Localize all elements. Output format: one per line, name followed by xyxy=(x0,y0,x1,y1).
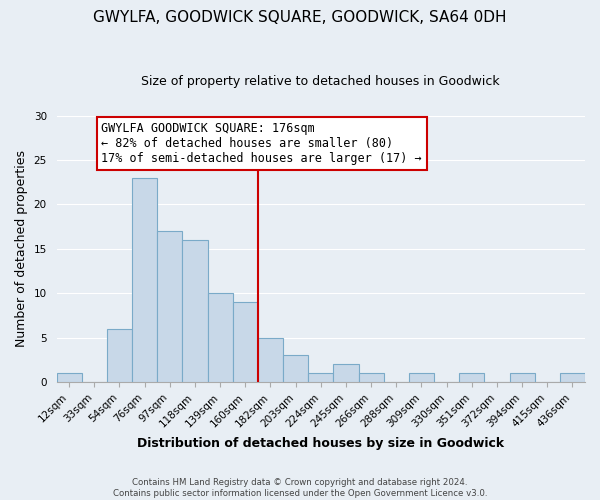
Text: GWYLFA GOODWICK SQUARE: 176sqm
← 82% of detached houses are smaller (80)
17% of : GWYLFA GOODWICK SQUARE: 176sqm ← 82% of … xyxy=(101,122,422,165)
Bar xyxy=(208,293,233,382)
Bar xyxy=(132,178,157,382)
Bar xyxy=(359,373,383,382)
Bar xyxy=(233,302,258,382)
X-axis label: Distribution of detached houses by size in Goodwick: Distribution of detached houses by size … xyxy=(137,437,505,450)
Bar xyxy=(56,373,82,382)
Bar xyxy=(308,373,334,382)
Text: GWYLFA, GOODWICK SQUARE, GOODWICK, SA64 0DH: GWYLFA, GOODWICK SQUARE, GOODWICK, SA64 … xyxy=(93,10,507,25)
Bar xyxy=(334,364,359,382)
Y-axis label: Number of detached properties: Number of detached properties xyxy=(15,150,28,348)
Bar xyxy=(509,373,535,382)
Bar xyxy=(258,338,283,382)
Bar xyxy=(182,240,208,382)
Bar xyxy=(560,373,585,382)
Bar xyxy=(157,231,182,382)
Bar xyxy=(409,373,434,382)
Bar xyxy=(283,356,308,382)
Bar xyxy=(107,329,132,382)
Title: Size of property relative to detached houses in Goodwick: Size of property relative to detached ho… xyxy=(142,75,500,88)
Bar xyxy=(459,373,484,382)
Text: Contains HM Land Registry data © Crown copyright and database right 2024.
Contai: Contains HM Land Registry data © Crown c… xyxy=(113,478,487,498)
